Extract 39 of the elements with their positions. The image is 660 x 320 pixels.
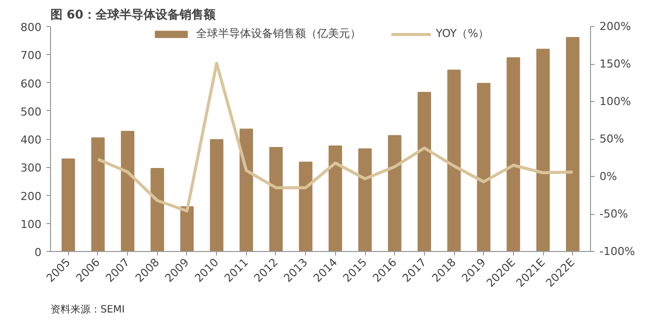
y2-tick-label: 50%: [600, 132, 624, 146]
bar: [447, 70, 461, 252]
y2-tick-label: 100%: [600, 95, 631, 108]
y-tick-label: 600: [20, 77, 42, 90]
bar: [269, 146, 283, 252]
y-tick-label: 700: [20, 49, 42, 62]
y-tick-label: 400: [20, 134, 42, 146]
bar: [536, 48, 550, 252]
legend-label: YOY（%）: [436, 26, 490, 41]
bar: [418, 92, 432, 252]
line-series: [96, 62, 574, 212]
y-tick-label: 500: [20, 105, 42, 118]
y-tick-label: 800: [20, 21, 42, 34]
bar: [62, 158, 76, 252]
legend-label: 全球半导体设备销售额（亿美元）: [196, 26, 361, 41]
y2-tick-label: 0%: [600, 170, 617, 183]
bar: [358, 148, 372, 252]
text: 资料来源：SEMI: [50, 304, 125, 316]
y2-tick-label: 200%: [600, 20, 631, 33]
y-tick-label: 100: [20, 218, 42, 231]
bar: [388, 135, 402, 252]
chart-title: 图 60：全球半导体设备销售额: [50, 8, 216, 22]
bar: [476, 82, 490, 252]
bar: [150, 168, 164, 252]
bar: [91, 137, 105, 252]
bar: [120, 130, 134, 252]
bar: [240, 128, 254, 252]
y-tick-label: 200: [20, 190, 42, 203]
y2-tick-label: 150%: [600, 58, 631, 70]
bar: [298, 162, 312, 252]
bar: [506, 57, 520, 252]
y2-tick-label: -100%: [600, 245, 635, 258]
bar: [210, 139, 224, 252]
y2-tick-label: -50%: [600, 208, 628, 220]
y-tick-label: 0: [34, 246, 42, 259]
bar: [180, 206, 194, 252]
bar: [566, 36, 580, 252]
bar: [328, 146, 342, 252]
y-tick-label: 300: [20, 162, 42, 175]
